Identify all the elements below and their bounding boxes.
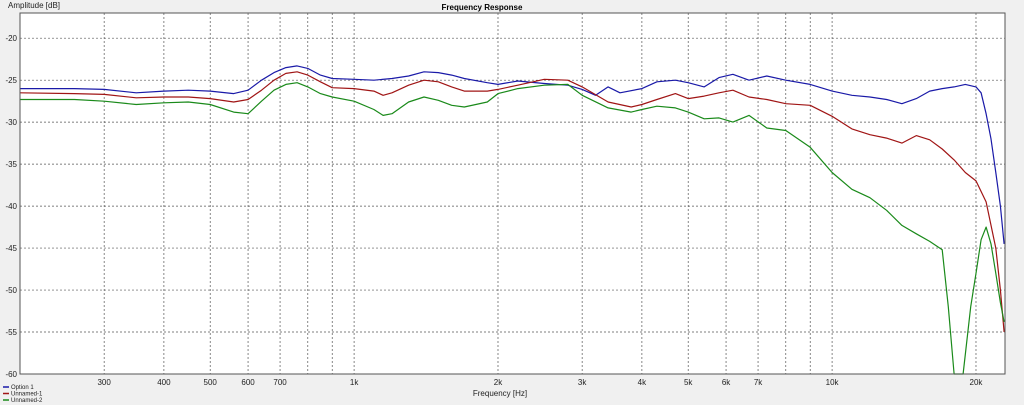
y-tick-label: -60 [5, 370, 17, 379]
y-tick-label: -30 [5, 118, 17, 127]
y-tick-label: -20 [5, 34, 17, 43]
x-tick-label: 4k [638, 378, 647, 387]
y-axis-ticks: -20 -25 -30 -35 -40 -45 -50 -55 -60 [5, 34, 17, 379]
x-tick-label: 2k [494, 378, 503, 387]
grid-layer [20, 13, 1005, 375]
legend-label: Unnamed-1 [11, 392, 43, 398]
y-tick-label: -45 [5, 244, 17, 253]
series-layer [19, 65, 1005, 375]
chart-title: Frequency Response [442, 3, 523, 12]
series-line-unnamed-2 [20, 82, 1005, 375]
y-tick-label: -55 [5, 328, 17, 337]
x-tick-label: 6k [722, 378, 731, 387]
x-tick-label: 7k [754, 378, 763, 387]
x-tick-label: 400 [157, 378, 171, 387]
y-tick-label: -25 [5, 76, 17, 85]
x-tick-label: 500 [204, 378, 218, 387]
x-tick-label: 5k [684, 378, 693, 387]
series-line-unnamed-1 [19, 71, 1005, 333]
x-tick-label: 300 [97, 378, 111, 387]
y-tick-label: -35 [5, 160, 17, 169]
legend-label: Option 1 [11, 385, 34, 391]
plot-border [19, 12, 1006, 375]
y-tick-label: -40 [5, 202, 17, 211]
x-tick-label: 20k [970, 378, 984, 387]
x-tick-label: 600 [241, 378, 255, 387]
x-axis-label: Frequency [Hz] [473, 389, 527, 398]
legend-label: Unnamed-2 [11, 398, 43, 404]
x-tick-label: 10k [826, 378, 840, 387]
x-tick-label: 3k [578, 378, 587, 387]
plot-area[interactable] [20, 13, 1005, 374]
x-axis-ticks: 300 400 500 600 700 1k 2k 3k 4k 5k 6k 7k 10k 20k [97, 378, 983, 387]
x-tick-label: 700 [273, 378, 287, 387]
y-tick-label: -50 [5, 286, 17, 295]
y-axis-label: Amplitude [dB] [8, 1, 60, 10]
x-tick-label: 1k [350, 378, 359, 387]
